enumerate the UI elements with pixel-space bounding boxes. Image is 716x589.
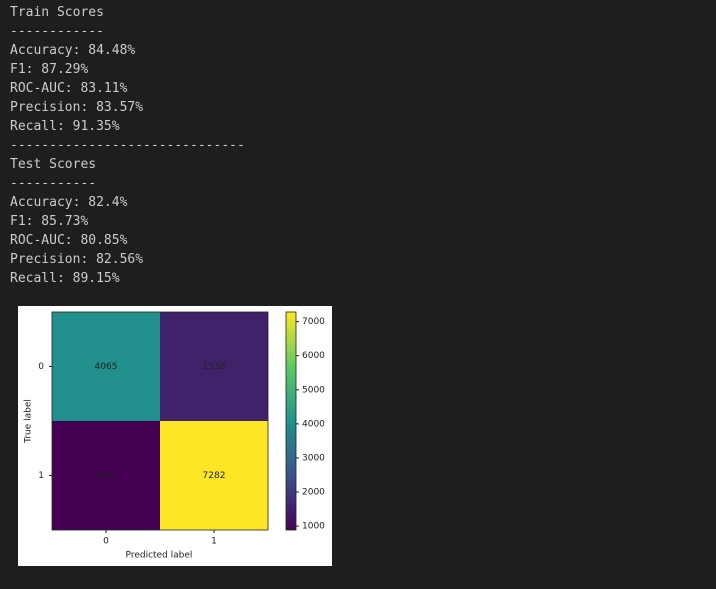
x-axis-label: Predicted label [126,551,193,561]
output-line: Recall: 91.35% [10,119,120,134]
cell-value: 7282 [203,471,226,481]
cell-value: 4065 [95,362,118,372]
colorbar-tick-label: 4000 [302,419,325,429]
output-line: ROC-AUC: 83.11% [10,81,128,96]
y-tick-label: 0 [38,362,44,372]
y-axis-label: True label [24,399,34,444]
output-line: Test Scores [10,157,97,172]
colorbar-tick-label: 5000 [302,385,325,395]
colorbar-tick-label: 7000 [302,317,325,327]
colorbar-tick-label: 1000 [302,522,325,532]
heatmap-cell [52,312,160,421]
output-line: F1: 87.29% [10,62,89,77]
x-tick-label: 0 [103,537,109,547]
colorbar-tick-label: 6000 [302,351,325,361]
heatmap-cell [160,421,268,530]
heatmap-cell [160,312,268,421]
cell-output: Train Scores ------------ Accuracy: 84.48%… [10,3,245,288]
cell-value: 886 [97,471,114,481]
colorbar-tick-label: 2000 [302,488,325,498]
output-line: F1: 85.73% [10,214,89,229]
output-line: Recall: 89.15% [10,271,120,286]
output-line: Precision: 82.56% [10,252,144,267]
output-line: ------------------------------ [10,138,245,153]
heatmap-cell [52,421,160,530]
cell-value: 1538 [203,362,226,372]
output-line: ----------- [10,176,97,191]
colorbar [285,311,297,531]
axes-frame [51,311,269,531]
y-tick-label: 1 [38,471,44,481]
colorbar-tick-label: 3000 [302,453,325,463]
output-line: ROC-AUC: 80.85% [10,233,128,248]
output-line: Accuracy: 82.4% [10,195,128,210]
output-line: Accuracy: 84.48% [10,43,136,58]
output-line: Train Scores [10,5,104,20]
output-line: ------------ [10,24,104,39]
output-line: Precision: 83.57% [10,100,144,115]
x-tick-label: 1 [211,537,217,547]
